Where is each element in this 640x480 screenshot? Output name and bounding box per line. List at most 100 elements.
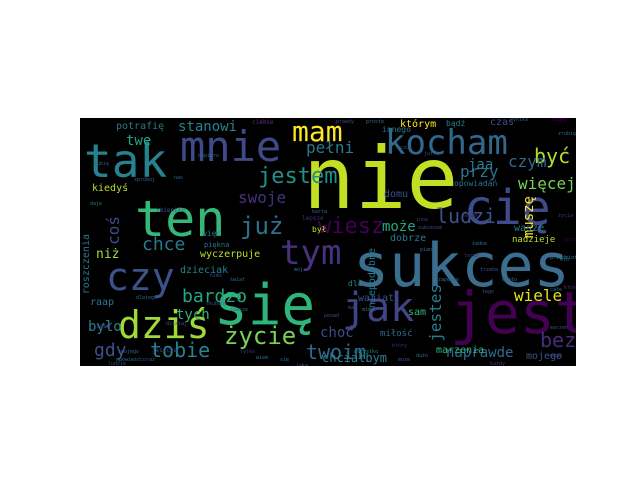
cloud-word: dziś (118, 303, 210, 347)
cloud-word: tobie (150, 338, 211, 362)
cloud-word: bądź (446, 119, 466, 128)
cloud-word: już (240, 212, 284, 240)
cloud-word: coś (104, 216, 123, 245)
cloud-word: tych (176, 307, 210, 323)
cloud-word: czuć (400, 145, 413, 151)
cloud-word: zawsze (230, 307, 249, 313)
cloud-word: wasze (514, 223, 545, 234)
cloud-word: się (214, 273, 316, 338)
cloud-word: zapewne (438, 277, 460, 283)
cloud-word: naprawde (446, 345, 514, 361)
cloud-word: dlatego (136, 295, 158, 301)
cloud-word: tylko (240, 349, 256, 355)
cloud-word: jestem (258, 164, 338, 189)
cloud-word: prawdy (336, 119, 355, 125)
cloud-word: teraz (464, 253, 480, 259)
cloud-word: twoim (306, 340, 367, 364)
cloud-word: mam (292, 118, 343, 148)
cloud-word: bez (540, 328, 576, 352)
cloud-word: skubany (206, 301, 228, 307)
cloud-word: lepsze (302, 215, 324, 222)
cloud-word: którym (400, 119, 437, 130)
cloud-word: choć (320, 325, 354, 341)
cloud-word: ma (348, 305, 355, 311)
cloud-word: miłość (380, 329, 413, 339)
cloud-word: lubię (94, 161, 110, 167)
cloud-word: jaka (296, 363, 309, 367)
cloud-word: czas (490, 118, 515, 128)
cloud-word: tobą (96, 323, 111, 330)
cloud-word: piękna (204, 241, 230, 249)
cloud-word: karta (312, 209, 328, 215)
cloud-word: nadzieje (512, 235, 556, 245)
cloud-word: tak (84, 134, 168, 188)
cloud-word: niepodobne (367, 248, 378, 309)
cloud-word: tym (280, 233, 342, 273)
cloud-word: marzenia (436, 345, 485, 356)
cloud-word: niż (96, 247, 120, 262)
cloud-word: wyczerpuje (200, 249, 261, 260)
cloud-word: roszczenia (81, 234, 92, 295)
cloud-word: bardzo (182, 286, 248, 307)
cloud-word: sukces (353, 231, 570, 301)
cloud-word: swoje (238, 188, 287, 207)
cloud-word: wszystko (354, 349, 379, 355)
cloud-word: mnie (180, 122, 282, 171)
cloud-word: cię (464, 180, 551, 236)
cloud-word: życie (224, 322, 297, 350)
cloud-word: ten (135, 190, 226, 248)
cloud-word: ludzi (436, 204, 497, 228)
cloud-word: pełni (306, 138, 355, 157)
cloud-word: ponad (324, 313, 340, 319)
cloud-word: przy (460, 162, 499, 181)
cloud-word: spróbuj (134, 177, 156, 183)
cloud-word: proste (366, 119, 385, 125)
cloud-word: jutro (424, 151, 440, 157)
cloud-word: być (534, 144, 571, 168)
cloud-word: dużo (416, 353, 429, 359)
cloud-word: dobrze (390, 233, 427, 244)
cloud-word: opowieść (116, 357, 141, 363)
cloud-word: marzeń (550, 325, 569, 331)
cloud-word: bez (260, 119, 270, 125)
cloud-word: jest (450, 279, 576, 347)
cloud-word: coraz (140, 357, 156, 363)
cloud-word: daje (90, 201, 103, 207)
cloud-word: kto (560, 257, 570, 263)
cloud-word: mój (294, 267, 304, 273)
cloud-word: więc (202, 229, 222, 238)
cloud-word: gdy (94, 340, 127, 361)
cloud-word: wiem (256, 355, 269, 361)
cloud-word: dla (348, 279, 363, 288)
cloud-word: może (398, 357, 411, 363)
cloud-word: jeszcze (152, 347, 178, 354)
cloud-word: mimo (362, 307, 375, 313)
cloud-word: chciałbym (322, 351, 388, 365)
cloud-word: stanowi (178, 119, 238, 135)
cloud-word: mojego (526, 351, 563, 362)
cloud-word: wariat (358, 293, 395, 304)
cloud-word: który (392, 343, 408, 349)
cloud-word: nigdy (552, 118, 568, 123)
cloud-word: opowiadań (454, 179, 498, 188)
cloud-word: kimś (210, 273, 223, 279)
cloud-word: kocham (385, 123, 508, 163)
cloud-word: czym (508, 152, 547, 171)
cloud-word: swoim (462, 213, 478, 219)
cloud-word: sam (408, 307, 427, 318)
cloud-word: każdy (490, 361, 506, 367)
cloud-word: jestes (426, 284, 445, 342)
cloud-word: dzisiaj (166, 321, 188, 327)
cloud-word: zrobię (558, 131, 576, 137)
cloud-word: jak (342, 285, 415, 331)
cloud-word: całe (550, 287, 563, 293)
cloud-word: się (280, 357, 290, 363)
cloud-word: potrafię (116, 121, 165, 132)
cloud-word: kiedyś (92, 183, 129, 194)
cloud-word: żadne (472, 241, 488, 247)
cloud-word: sukcesem (418, 225, 443, 231)
cloud-word: dzieciak (180, 265, 229, 276)
cloud-word: swojego (118, 349, 140, 355)
cloud-word: ciebie (252, 119, 274, 126)
cloud-word: inna (416, 217, 429, 223)
